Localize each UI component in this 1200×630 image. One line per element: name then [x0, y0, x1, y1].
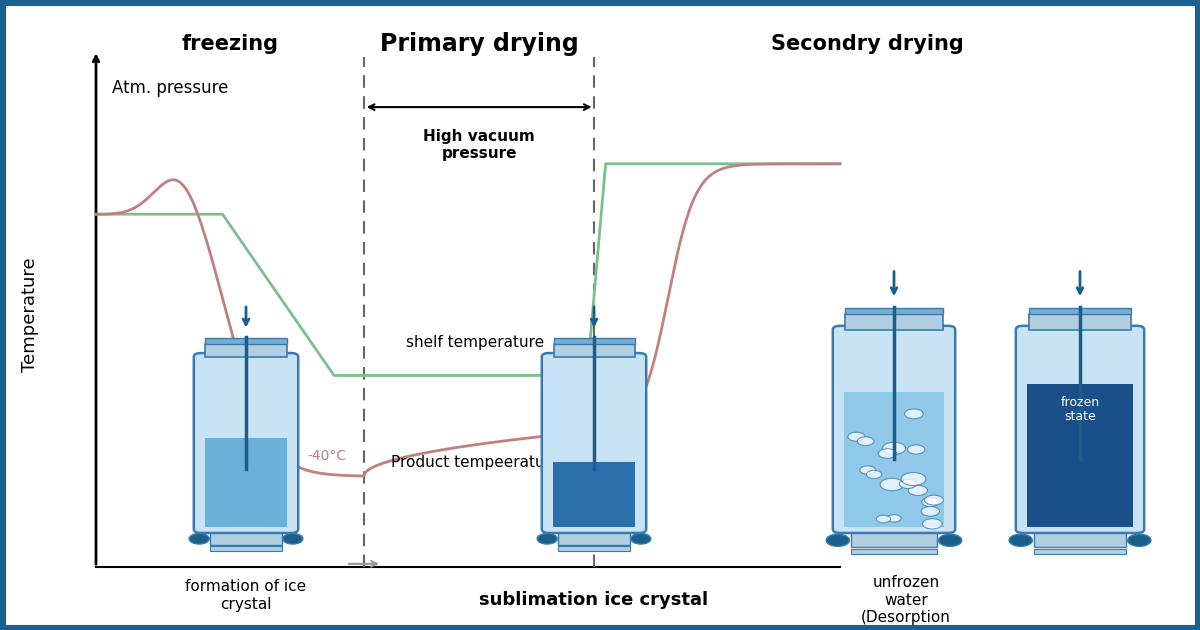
Circle shape [190, 534, 209, 544]
Bar [205, 338, 287, 343]
Bar [844, 392, 944, 527]
Circle shape [283, 534, 302, 544]
Circle shape [848, 432, 865, 441]
Circle shape [887, 515, 901, 522]
Bar [1028, 314, 1132, 329]
Text: -40°C: -40°C [307, 449, 347, 463]
Bar [845, 314, 942, 329]
Circle shape [901, 472, 926, 486]
Bar [1034, 549, 1126, 554]
Circle shape [878, 449, 896, 458]
Text: frozen
state: frozen state [1061, 396, 1099, 423]
Circle shape [908, 485, 928, 496]
Bar [553, 338, 635, 343]
Circle shape [922, 507, 940, 516]
Circle shape [538, 534, 557, 544]
Bar [1028, 308, 1132, 314]
Circle shape [866, 471, 882, 479]
Bar [558, 533, 630, 545]
Circle shape [1128, 534, 1151, 546]
Bar [851, 549, 937, 554]
Text: freezing: freezing [181, 34, 278, 54]
Text: Secondry drying: Secondry drying [770, 34, 964, 54]
Text: shelf temperature: shelf temperature [407, 335, 545, 350]
Circle shape [857, 437, 874, 445]
Bar [210, 533, 282, 545]
FancyBboxPatch shape [194, 353, 298, 533]
Text: Atm. pressure: Atm. pressure [113, 79, 228, 97]
Circle shape [860, 466, 876, 474]
FancyBboxPatch shape [833, 326, 955, 533]
Bar [553, 462, 636, 527]
Bar [851, 534, 937, 547]
Bar [210, 546, 282, 551]
Circle shape [827, 534, 850, 546]
Text: sublimation ice crystal: sublimation ice crystal [480, 592, 708, 609]
Text: Primary drying: Primary drying [379, 32, 578, 56]
Text: Temperature: Temperature [20, 258, 38, 372]
Bar [204, 438, 288, 527]
Bar [558, 546, 630, 551]
Bar [1027, 384, 1134, 527]
Text: formation of ice
crystal: formation of ice crystal [186, 579, 306, 612]
Circle shape [938, 534, 961, 546]
Bar [553, 343, 635, 357]
Circle shape [922, 498, 938, 507]
Text: Product tempeerature: Product tempeerature [391, 455, 560, 470]
FancyBboxPatch shape [1016, 326, 1145, 533]
Circle shape [876, 515, 890, 523]
Circle shape [899, 479, 917, 488]
FancyBboxPatch shape [542, 353, 646, 533]
Circle shape [1009, 534, 1032, 546]
Circle shape [923, 518, 942, 529]
Circle shape [882, 442, 906, 454]
Circle shape [907, 445, 925, 454]
Bar [1034, 534, 1126, 547]
Bar [845, 308, 942, 314]
Bar [205, 343, 287, 357]
Circle shape [905, 409, 923, 419]
Text: High vacuum
pressure: High vacuum pressure [424, 129, 535, 161]
Circle shape [631, 534, 650, 544]
Circle shape [924, 495, 943, 505]
Text: unfrozen
water
(Desorption: unfrozen water (Desorption [862, 575, 950, 626]
Circle shape [880, 478, 904, 491]
